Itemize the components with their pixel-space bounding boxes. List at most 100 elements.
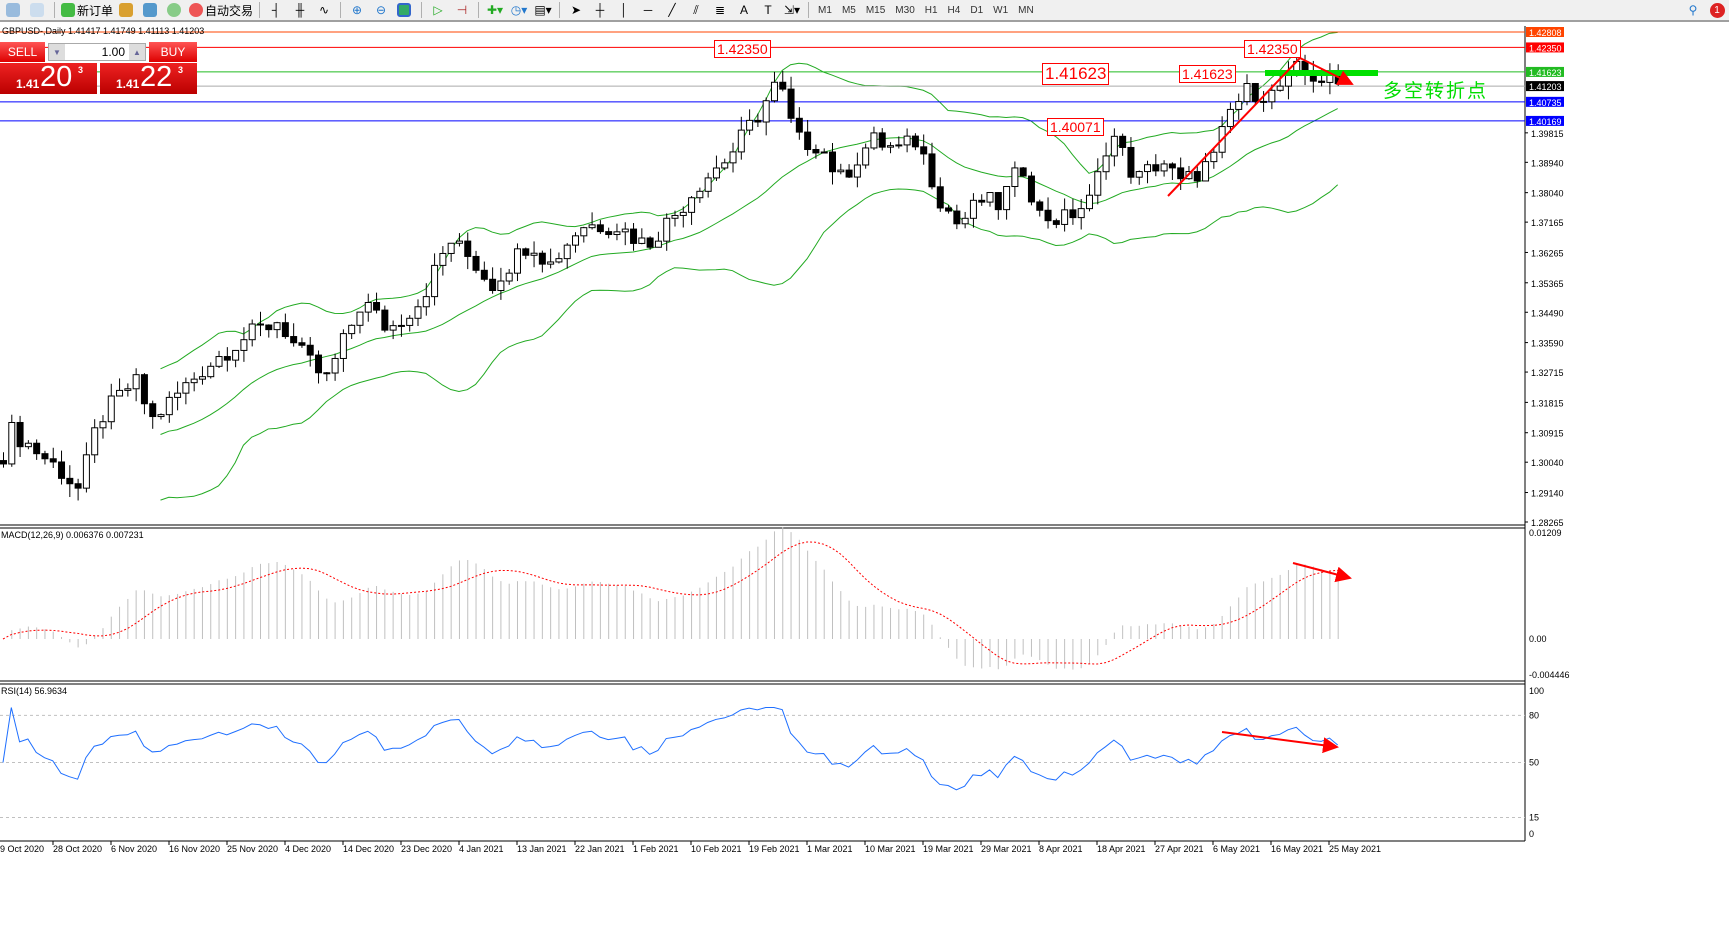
candle <box>945 204 953 214</box>
bear-candle-body <box>845 169 853 178</box>
bull-candle-body <box>215 356 223 367</box>
bull-candle-body <box>679 211 687 216</box>
fibonacci-icon[interactable]: ≣ <box>715 3 726 17</box>
bull-candle-body <box>1235 101 1243 110</box>
arrows-icon[interactable]: ⇲▾ <box>783 3 801 17</box>
timeframe-m15[interactable]: M15 <box>865 4 886 16</box>
bull-candle-body <box>331 357 339 374</box>
time-tick-label: 6 Nov 2020 <box>111 844 157 854</box>
zoom-out-icon[interactable]: ⊖ <box>376 3 387 17</box>
candle <box>1144 160 1152 184</box>
text-label-icon[interactable]: T <box>764 3 772 17</box>
timeframe-m30[interactable]: M30 <box>895 4 915 16</box>
autoscroll-icon[interactable]: ▷ <box>433 3 443 17</box>
text-icon[interactable]: A <box>740 3 749 17</box>
chart-shift-icon[interactable]: ⊣ <box>456 3 468 17</box>
indicators-icon[interactable]: ✚▾ <box>486 3 504 17</box>
time-tick-label: 19 Feb 2021 <box>749 844 800 854</box>
profiles-icon[interactable] <box>4 1 24 19</box>
bear-candle-body <box>223 356 231 361</box>
bull-candle-body <box>986 192 994 203</box>
price-label-bg <box>1526 27 1564 37</box>
templates-icon[interactable]: ▤▾ <box>534 3 552 17</box>
search-icon[interactable]: ⚲ <box>1688 3 1698 17</box>
timeframe-m1[interactable]: M1 <box>818 4 832 16</box>
candle <box>66 465 74 498</box>
navigator-icon[interactable] <box>141 1 161 19</box>
bid-price[interactable]: 1.41 20 3 <box>0 61 97 94</box>
horizontal-line-icon[interactable]: ─ <box>643 3 653 17</box>
price-label: 1.41623 <box>1529 68 1562 78</box>
metaeditor-icon[interactable] <box>117 1 137 19</box>
price-tick-label: 1.34490 <box>1531 308 1564 318</box>
candle <box>373 292 381 314</box>
lot-decrease-button[interactable]: ▼ <box>49 44 65 60</box>
periods-icon[interactable]: ◷▾ <box>510 3 528 17</box>
timeframe-h1[interactable]: H1 <box>924 4 938 16</box>
candle <box>389 320 397 340</box>
bull-candle-body <box>712 167 720 179</box>
timeframe-w1[interactable]: W1 <box>993 4 1009 16</box>
vertical-line-icon[interactable]: │ <box>620 3 628 17</box>
bull-candle-body <box>397 324 405 327</box>
timeframe-mn[interactable]: MN <box>1018 4 1034 16</box>
notifications-icon[interactable]: 1 <box>1707 1 1727 19</box>
bull-candle-body <box>1276 85 1284 91</box>
lot-increase-button[interactable]: ▲ <box>129 44 145 60</box>
timeframe-d1[interactable]: D1 <box>970 4 984 16</box>
candle <box>812 144 820 159</box>
buy-button[interactable]: BUY <box>149 42 197 62</box>
candle <box>563 243 571 269</box>
lot-size-stepper[interactable]: ▼ 1.00 ▲ <box>48 43 146 61</box>
candle <box>1110 128 1118 167</box>
bar-chart-icon[interactable]: ┤ <box>271 3 281 17</box>
sell-button[interactable]: SELL <box>0 42 45 62</box>
channel-icon[interactable]: ⫽ <box>693 2 699 17</box>
price-label-bg <box>1526 81 1564 92</box>
candle <box>870 126 878 151</box>
bear-candle-body <box>795 117 803 133</box>
candle <box>472 250 480 274</box>
bull-candle-body <box>1061 209 1069 225</box>
candle <box>339 329 347 372</box>
auto-trade-button[interactable]: 自动交易 <box>189 1 253 19</box>
chart-canvas[interactable]: 1.428081.423501.416231.412031.407351.401… <box>0 22 1729 944</box>
notification-badge: 1 <box>1709 2 1725 18</box>
bear-candle-body <box>472 255 480 271</box>
candle <box>704 172 712 198</box>
bull-candle-body <box>1003 186 1011 211</box>
candle <box>1251 82 1259 105</box>
candle <box>530 241 538 268</box>
bull-candle-body <box>198 376 206 380</box>
ask-price[interactable]: 1.41 22 3 <box>100 61 197 94</box>
candle <box>0 452 7 468</box>
candlestick-icon[interactable]: ╫ <box>295 3 305 17</box>
cursor-icon[interactable]: ➤ <box>571 3 582 17</box>
signals-icon[interactable] <box>165 1 185 19</box>
line-chart-icon[interactable]: ∿ <box>319 3 330 17</box>
tile-windows-icon[interactable] <box>395 1 415 19</box>
bull-candle-body <box>389 325 397 331</box>
bull-candle-body <box>621 228 629 233</box>
timeframe-m5[interactable]: M5 <box>841 4 856 16</box>
candle <box>447 242 455 262</box>
crosshair-icon[interactable]: ┼ <box>595 3 605 17</box>
timeframe-h4[interactable]: H4 <box>947 4 961 16</box>
time-tick-label: 14 Dec 2020 <box>343 844 394 854</box>
bull-candle-body <box>1110 135 1118 157</box>
candle <box>630 223 638 251</box>
candle <box>1168 162 1176 180</box>
zoom-chart-icon[interactable] <box>28 1 48 19</box>
bear-candle-body <box>754 119 762 123</box>
lot-size-input[interactable]: 1.00 <box>101 45 125 59</box>
new-order-button[interactable]: 新订单 <box>61 1 113 19</box>
bear-candle-body <box>1119 135 1127 148</box>
separator <box>54 2 55 18</box>
trendline-icon[interactable]: ╱ <box>668 3 676 17</box>
bull-candle-body <box>895 144 903 147</box>
time-tick-label: 16 Nov 2020 <box>169 844 220 854</box>
bull-candle-body <box>364 302 372 313</box>
bull-candle-body <box>91 427 99 456</box>
zoom-in-icon[interactable]: ⊕ <box>352 3 363 17</box>
ask-price-big: 1.41 <box>116 77 140 91</box>
